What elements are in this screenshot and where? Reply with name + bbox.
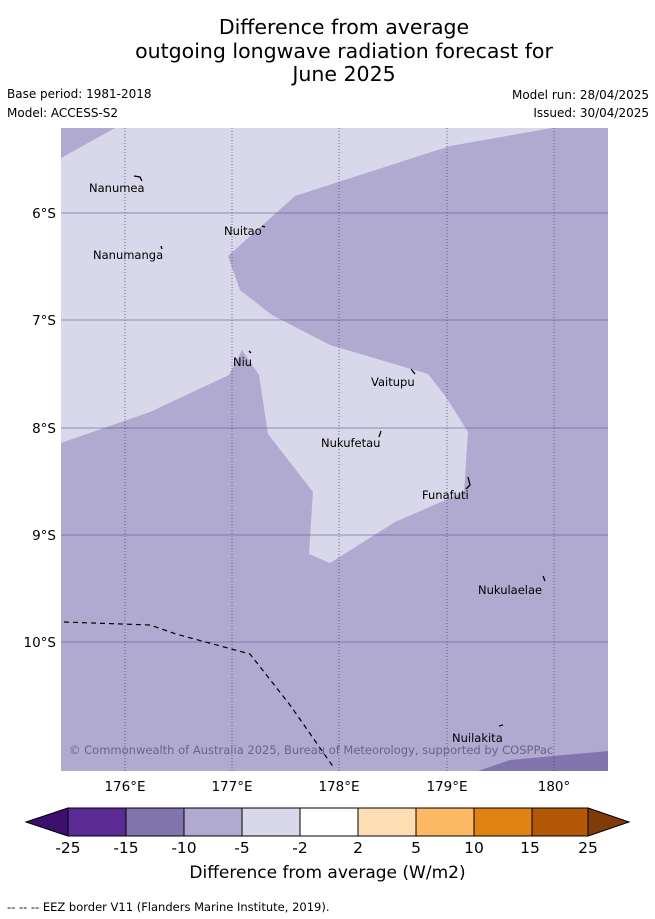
colorbar-segment <box>67 807 127 837</box>
island-shape-nanumea <box>133 175 143 182</box>
lon-tick-label: 177°E <box>211 779 252 795</box>
island-shapes <box>133 175 546 727</box>
island-label-nanumanga: Nanumanga <box>93 248 163 262</box>
colorbar-upper-extension <box>587 807 631 837</box>
lat-tick-label: 8°S <box>32 421 56 437</box>
longitude-gridlines <box>124 128 555 771</box>
island-shape-nuitao <box>261 225 266 228</box>
copyright-notice: © Commonwealth of Australia 2025, Bureau… <box>69 743 553 757</box>
model-run: Model run: 28/04/2025 <box>511 88 649 102</box>
title-line-2: outgoing longwave radiation forecast for <box>135 38 553 63</box>
lon-tick-label: 176°E <box>104 779 145 795</box>
model-name: Model: ACCESS-S2 <box>7 106 119 120</box>
island-shape-nuilakita <box>498 724 504 727</box>
longitude-axis: 176°E 177°E 178°E 179°E 180° <box>104 779 570 795</box>
lat-tick-label: 6°S <box>32 206 56 222</box>
colorbar-tick-label: 2 <box>353 839 363 857</box>
colorbar-tick-label: 10 <box>464 839 484 857</box>
island-shape-vaitupu <box>410 368 416 375</box>
colorbar-segment <box>415 807 475 837</box>
colorbar-segment <box>183 807 243 837</box>
island-label-nuitao: Nuitao <box>224 224 262 238</box>
island-label-nukulaelae: Nukulaelae <box>478 583 542 597</box>
colorbar-lower-extension <box>24 807 69 837</box>
latitude-axis: 6°S 7°S 8°S 9°S 10°S <box>24 206 57 651</box>
colorbar-segment <box>531 807 589 837</box>
lon-tick-label: 179°E <box>426 779 467 795</box>
colorbar-tick-label: -5 <box>234 839 249 857</box>
island-shape-nukufetau <box>378 430 382 438</box>
island-shape-nukulaelae <box>542 575 546 582</box>
issued-date: Issued: 30/04/2025 <box>533 106 649 120</box>
anomaly-region-minus15-minus10 <box>478 751 608 771</box>
colorbar-segment <box>357 807 417 837</box>
map-title: Difference from average outgoing longwav… <box>0 15 655 87</box>
colorbar-segment <box>241 807 301 837</box>
lat-tick-label: 9°S <box>32 528 56 544</box>
title-line-1: Difference from average <box>218 15 470 39</box>
colorbar-tick-label: 15 <box>520 839 540 857</box>
colorbar-segment <box>299 807 359 837</box>
island-label-nukufetau: Nukufetau <box>321 436 380 450</box>
base-period: Base period: 1981-2018 <box>7 87 152 101</box>
map-panel: Nanumea Nuitao Nanumanga Niu Vaitupu Nuk… <box>61 128 608 771</box>
anomaly-region-minus5-minus2 <box>61 128 552 563</box>
island-label-niu: Niu <box>233 355 252 369</box>
colorbar-segment <box>473 807 533 837</box>
colorbar-segment <box>125 807 185 837</box>
colorbar-ticks: -25 -15 -10 -5 -2 2 5 10 15 25 <box>55 839 598 857</box>
colorbar-tick-label: -15 <box>113 839 138 857</box>
colorbar <box>24 807 631 837</box>
lat-tick-label: 10°S <box>24 635 57 651</box>
colorbar-tick-label: -2 <box>292 839 307 857</box>
lon-tick-label: 178°E <box>318 779 359 795</box>
island-label-funafuti: Funafuti <box>422 488 469 502</box>
latitude-gridlines <box>61 212 608 643</box>
island-shape-nanumanga <box>160 245 163 250</box>
island-label-vaitupu: Vaitupu <box>371 375 415 389</box>
lat-tick-label: 7°S <box>32 313 56 329</box>
colorbar-tick-label: 25 <box>578 839 598 857</box>
island-shape-funafuti <box>465 476 471 490</box>
lon-tick-label: 180° <box>538 779 571 795</box>
island-label-nanumea: Nanumea <box>89 181 145 195</box>
colorbar-tick-label: -25 <box>55 839 80 857</box>
eez-legend-note: -- -- -- EEZ border V11 (Flanders Marine… <box>7 900 330 914</box>
title-line-3: June 2025 <box>292 62 396 86</box>
colorbar-tick-label: 5 <box>411 839 421 857</box>
colorbar-label: Difference from average (W/m2) <box>189 863 466 883</box>
island-shape-niu <box>248 350 252 354</box>
island-label-nuilakita: Nuilakita <box>452 731 503 745</box>
colorbar-tick-label: -10 <box>171 839 196 857</box>
